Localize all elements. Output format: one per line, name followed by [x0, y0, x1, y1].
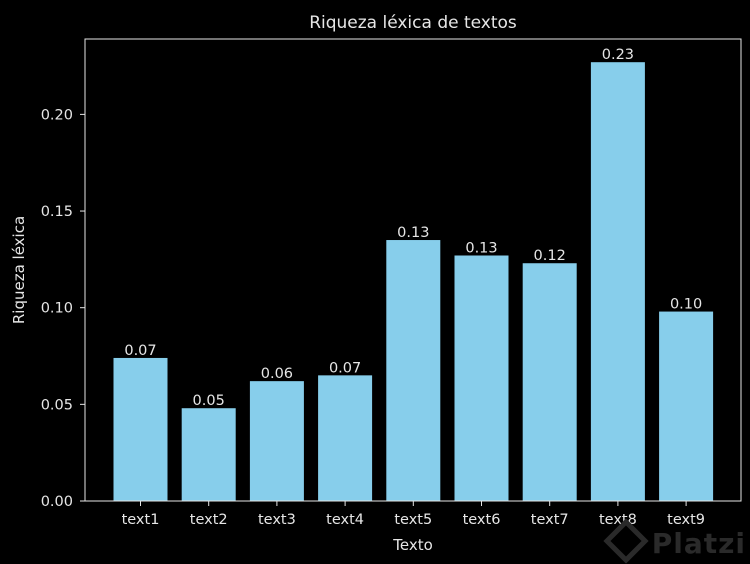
- platzi-logo-icon: [603, 518, 649, 564]
- x-axis-label: Texto: [392, 536, 433, 554]
- bar-text2: [181, 408, 236, 501]
- bar-text7: [522, 263, 577, 501]
- data-label-text6: 0.13: [465, 241, 497, 257]
- y-ticks-group: 0.00 0.05 0.10 0.15 0.20: [41, 107, 85, 510]
- watermark-text: Platzi: [651, 527, 746, 560]
- data-label-text8: 0.23: [602, 47, 634, 63]
- y-tick-label: 0.05: [41, 397, 73, 413]
- x-tick-label: text5: [394, 512, 432, 528]
- bar-text1: [113, 357, 168, 501]
- x-tick-label: text2: [190, 512, 228, 528]
- x-tick-label: text9: [667, 512, 705, 528]
- bar-text3: [249, 381, 304, 501]
- bar-text6: [454, 255, 509, 501]
- bar-text5: [386, 240, 441, 501]
- data-label-text5: 0.13: [397, 225, 429, 241]
- data-label-text2: 0.05: [193, 393, 225, 409]
- x-tick-label: text1: [122, 512, 160, 528]
- bar-text9: [659, 311, 714, 501]
- plot-frame: [84, 38, 742, 502]
- x-tick-label: text7: [531, 512, 569, 528]
- y-axis-label: Riqueza léxica: [10, 216, 28, 324]
- y-tick-label: 0.15: [41, 204, 73, 220]
- x-tick-label: text4: [326, 512, 364, 528]
- y-tick-label: 0.20: [41, 107, 73, 123]
- bar-text8: [590, 62, 645, 501]
- chart-title: Riqueza léxica de textos: [309, 13, 517, 33]
- watermark: Platzi: [603, 518, 746, 564]
- data-label-text7: 0.12: [534, 248, 566, 264]
- data-labels-group: 0.07 0.05 0.06 0.07 0.13 0.13 0.12 0.23 0.10: [124, 47, 702, 409]
- data-label-text3: 0.06: [261, 366, 293, 382]
- x-tick-label: text3: [258, 512, 296, 528]
- data-label-text1: 0.07: [124, 343, 156, 359]
- bar-text4: [318, 375, 373, 501]
- data-label-text9: 0.10: [670, 297, 702, 313]
- data-label-text4: 0.07: [329, 360, 361, 376]
- x-tick-label: text8: [599, 512, 637, 528]
- bars-group: [113, 62, 714, 501]
- y-tick-label: 0.00: [41, 494, 73, 510]
- x-ticks-group: text1 text2 text3 text4 text5 text6 text7 text8…: [122, 501, 705, 528]
- x-tick-label: text6: [463, 512, 501, 528]
- y-tick-label: 0.10: [41, 301, 73, 317]
